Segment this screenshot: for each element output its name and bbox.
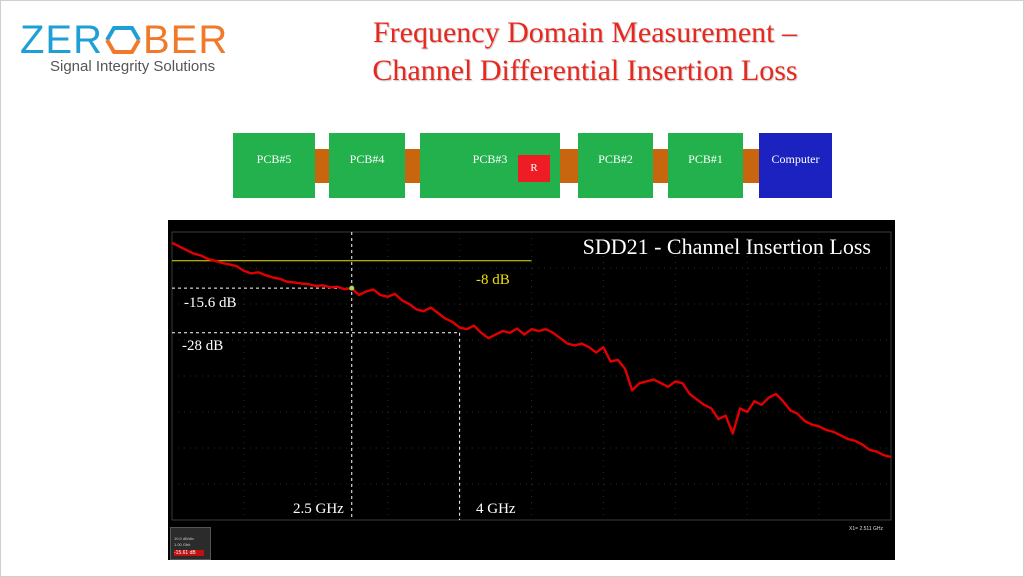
reference-line-label: -8 dB: [476, 272, 510, 288]
logo-left-text: ZER: [20, 18, 103, 62]
marker-1-y-label: -15.6 dB: [184, 295, 237, 311]
cursor-readout: X1= 2.511 GHz: [849, 526, 883, 532]
marker-1-x-label: 2.5 GHz: [293, 501, 344, 517]
marker-2-x-label: 4 GHz: [476, 501, 516, 517]
logo-tagline: Signal Integrity Solutions: [50, 58, 216, 75]
logo-wordmark: ZER BER: [20, 18, 228, 62]
logo-o-icon: [104, 20, 142, 54]
title-line-2: Channel Differential Insertion Loss: [372, 54, 798, 87]
title-line-1: Frequency Domain Measurement –: [372, 16, 798, 49]
scope-ref: 1.00 Gbit: [174, 542, 191, 547]
company-logo: ZER BER Signal Integrity Solutions: [20, 18, 260, 80]
cursor-point: [349, 285, 355, 291]
plot-area: [171, 231, 892, 521]
scope-value: -15.61 dB: [174, 550, 204, 556]
grid: [171, 231, 892, 521]
annotations: [172, 232, 532, 520]
chart-title: SDD21 - Channel Insertion Loss: [582, 234, 871, 259]
slide-title: Frequency Domain Measurement – Channel D…: [300, 14, 870, 90]
marker-2-y-label: -28 dB: [182, 338, 224, 354]
scope-channel-box[interactable]: 10.0 dB/div 1.00 Gbit -15.61 dB: [170, 527, 211, 560]
logo-right-text: BER: [143, 18, 229, 62]
sdd21-chart: SDD21 - Channel Insertion Loss -8 dB -15…: [168, 220, 895, 560]
insertion-loss-trace: [171, 241, 892, 459]
scope-scale: 10.0 dB/div: [174, 536, 195, 541]
series: [171, 241, 892, 459]
